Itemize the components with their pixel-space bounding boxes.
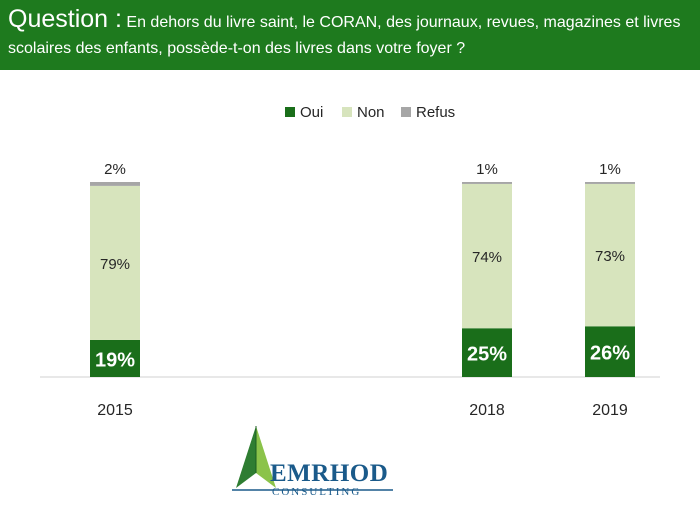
question-label: Question : bbox=[8, 5, 122, 33]
legend-label-oui: Oui bbox=[300, 104, 323, 121]
data-label-non-2018: 74% bbox=[472, 249, 502, 266]
x-tick-label-2019: 2019 bbox=[592, 402, 628, 419]
bar-oui-2015 bbox=[90, 339, 140, 377]
question-text: En dehors du livre saint, le CORAN, des … bbox=[8, 14, 681, 57]
legend-swatch-refus bbox=[401, 107, 411, 117]
data-label-refus-2018: 1% bbox=[476, 161, 498, 178]
bar-non-2018 bbox=[462, 183, 512, 329]
pyramid-logo-icon bbox=[232, 426, 393, 491]
bar-oui-2018 bbox=[462, 328, 512, 377]
bar-refus-2019 bbox=[585, 182, 635, 184]
data-label-non-2019: 73% bbox=[595, 248, 625, 265]
data-label-oui-2015: 19% bbox=[95, 349, 135, 371]
logo-wordmark: EMRHOD bbox=[270, 460, 389, 487]
x-tick-label-2015: 2015 bbox=[97, 402, 133, 419]
x-tick-label-2018: 2018 bbox=[469, 402, 505, 419]
data-label-refus-2015: 2% bbox=[104, 161, 126, 178]
legend-label-non: Non bbox=[357, 104, 385, 121]
data-label-non-2015: 79% bbox=[100, 256, 130, 273]
bar-refus-2015 bbox=[90, 182, 140, 186]
stacked-bar-chart: 19% 79% 2% 2015 25% 74% 1% 2018 26% 73% 1% 2019 Oui N… bbox=[40, 104, 660, 419]
emrhod-logo: EMRHOD CONSULTING bbox=[228, 418, 398, 501]
bar-refus-2018 bbox=[462, 182, 512, 184]
question-header: Question : En dehors du livre saint, le … bbox=[0, 0, 700, 70]
data-label-refus-2019: 1% bbox=[599, 161, 621, 178]
data-label-oui-2019: 26% bbox=[590, 343, 630, 365]
bar-oui-2019 bbox=[585, 326, 635, 377]
data-label-oui-2018: 25% bbox=[467, 344, 507, 366]
legend-swatch-oui bbox=[285, 107, 295, 117]
bar-non-2015 bbox=[90, 185, 140, 340]
logo-subtitle: CONSULTING bbox=[272, 486, 362, 498]
bar-non-2019 bbox=[585, 183, 635, 327]
legend-swatch-non bbox=[342, 107, 352, 117]
legend-label-refus: Refus bbox=[416, 104, 455, 121]
